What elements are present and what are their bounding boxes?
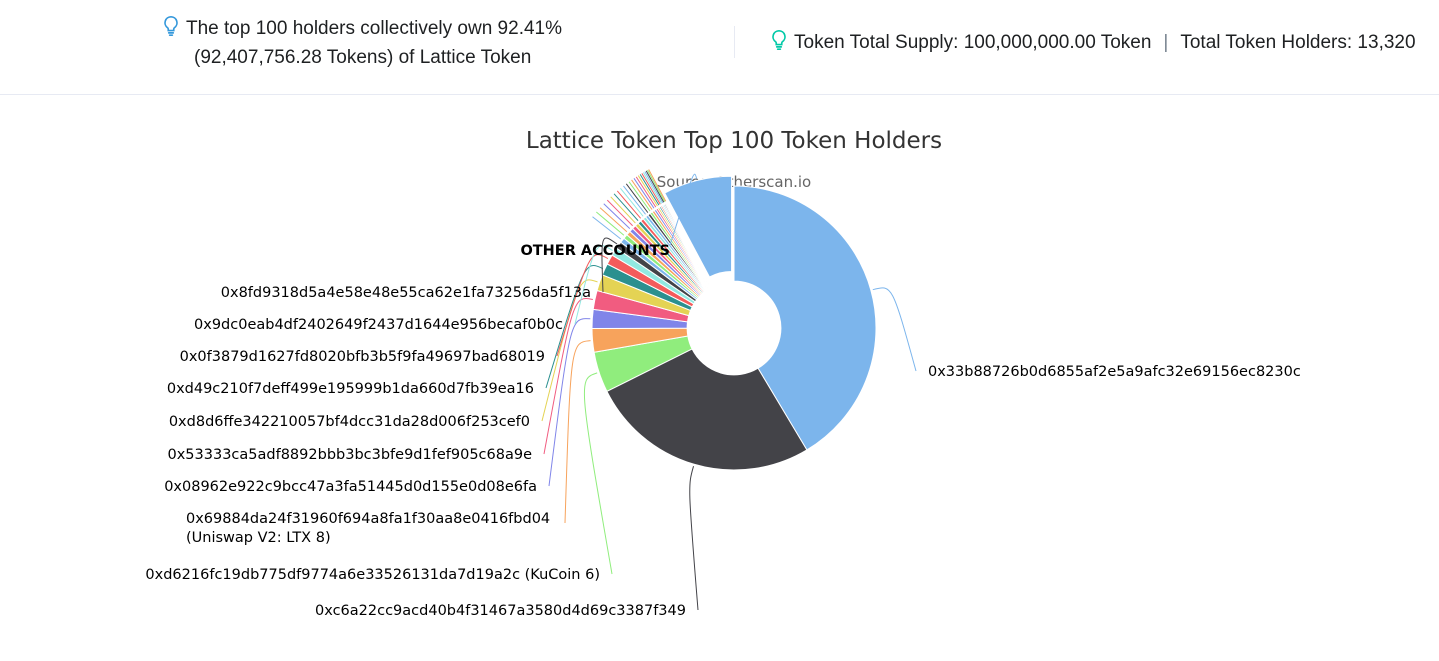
data-label: OTHER ACCOUNTS: [520, 243, 670, 259]
label-connector: [583, 372, 613, 575]
pie-slice[interactable]: [664, 175, 733, 278]
label-connector: [642, 172, 662, 204]
separator: |: [1163, 32, 1169, 53]
label-connector: [606, 199, 633, 227]
summary-bar: The top 100 holders collectively own 92.…: [0, 0, 1439, 95]
supply-info: Token Total Supply: 100,000,000.00 Token…: [768, 28, 1416, 57]
data-label: 0xd49c210f7deff499e195999b1da660d7fb39ea…: [167, 381, 534, 397]
label-connector: [645, 170, 665, 203]
label-connector: [647, 169, 666, 202]
label-connector: [543, 297, 593, 455]
data-label: 0x33b88726b0d6855af2e5a9afc32e69156ec823…: [928, 364, 1301, 380]
label-connector: [592, 216, 622, 240]
label-connector: [639, 174, 660, 206]
pie-slice[interactable]: [665, 202, 713, 288]
label-connector: [625, 183, 649, 213]
label-connector: [613, 193, 639, 221]
label-connector: [548, 318, 591, 487]
pie-slice[interactable]: [606, 348, 808, 471]
data-label: (Uniswap V2: LTX 8): [186, 530, 331, 546]
label-connector: [631, 179, 653, 210]
data-labels: 0x33b88726b0d6855af2e5a9afc32e69156ec823…: [145, 243, 1300, 619]
data-label: 0x9dc0eab4df2402649f2437d1644e956becaf0b…: [194, 317, 563, 333]
label-connector: [623, 185, 646, 215]
label-connector: [689, 466, 699, 611]
label-connector: [564, 340, 591, 524]
label-connector: [637, 175, 658, 207]
chart-title: Lattice Token Top 100 Token Holders: [526, 128, 942, 154]
total-supply: Token Total Supply: 100,000,000.00 Token: [794, 32, 1152, 53]
data-label: 0x08962e922c9bcc47a3fa51445d0d155e0d08e6…: [164, 479, 537, 495]
label-connector: [610, 196, 636, 224]
pie-slice[interactable]: [733, 185, 877, 451]
holders-share-info: The top 100 holders collectively own 92.…: [160, 14, 562, 72]
label-connector: [601, 237, 618, 293]
data-label: 0x0f3879d1627fd8020bfb3b5f9fa49697bad680…: [180, 349, 545, 365]
lightbulb-icon: [772, 30, 786, 50]
label-connector: [599, 207, 628, 233]
holders-share-line1: The top 100 holders collectively own 92.…: [186, 18, 563, 39]
holders-pie-chart: Lattice Token Top 100 Token Holders Sour…: [145, 128, 1300, 619]
label-connector: [669, 173, 698, 246]
label-connector: [628, 181, 651, 212]
label-connector: [635, 176, 657, 208]
data-label: 0xd8d6ffe342210057bf4dcc31da28d006f253ce…: [169, 414, 530, 430]
label-connector: [574, 245, 613, 325]
label-connector: [641, 173, 661, 205]
label-connector: [633, 178, 655, 209]
data-label: 0x8fd9318d5a4e58e48e55ca62e1fa73256da5f1…: [221, 285, 591, 301]
data-label: 0xd6216fc19db775df9774a6e33526131da7d19a…: [145, 567, 600, 583]
label-connector: [648, 169, 667, 202]
total-holders: Total Token Holders: 13,320: [1180, 32, 1416, 53]
pie-slices: [591, 175, 877, 471]
label-connector: [644, 171, 664, 204]
summary-divider: [734, 26, 735, 58]
holders-share-line2: (92,407,756.28 Tokens) of Lattice Token: [194, 47, 532, 68]
label-connector: [620, 188, 644, 217]
label-connector: [616, 190, 642, 219]
lightbulb-icon: [164, 16, 178, 36]
data-label: 0x53333ca5adf8892bbb3bc3bfe9d1fef905c68a…: [168, 447, 533, 463]
label-connectors: [541, 169, 917, 611]
data-label: 0x69884da24f31960f694a8fa1f30aa8e0416fbd…: [186, 511, 550, 527]
data-label: 0xc6a22cc9acd40b4f31467a3580d4d69c3387f3…: [315, 603, 686, 619]
label-connector: [872, 287, 917, 372]
label-connector: [596, 211, 625, 236]
label-connector: [603, 203, 631, 229]
